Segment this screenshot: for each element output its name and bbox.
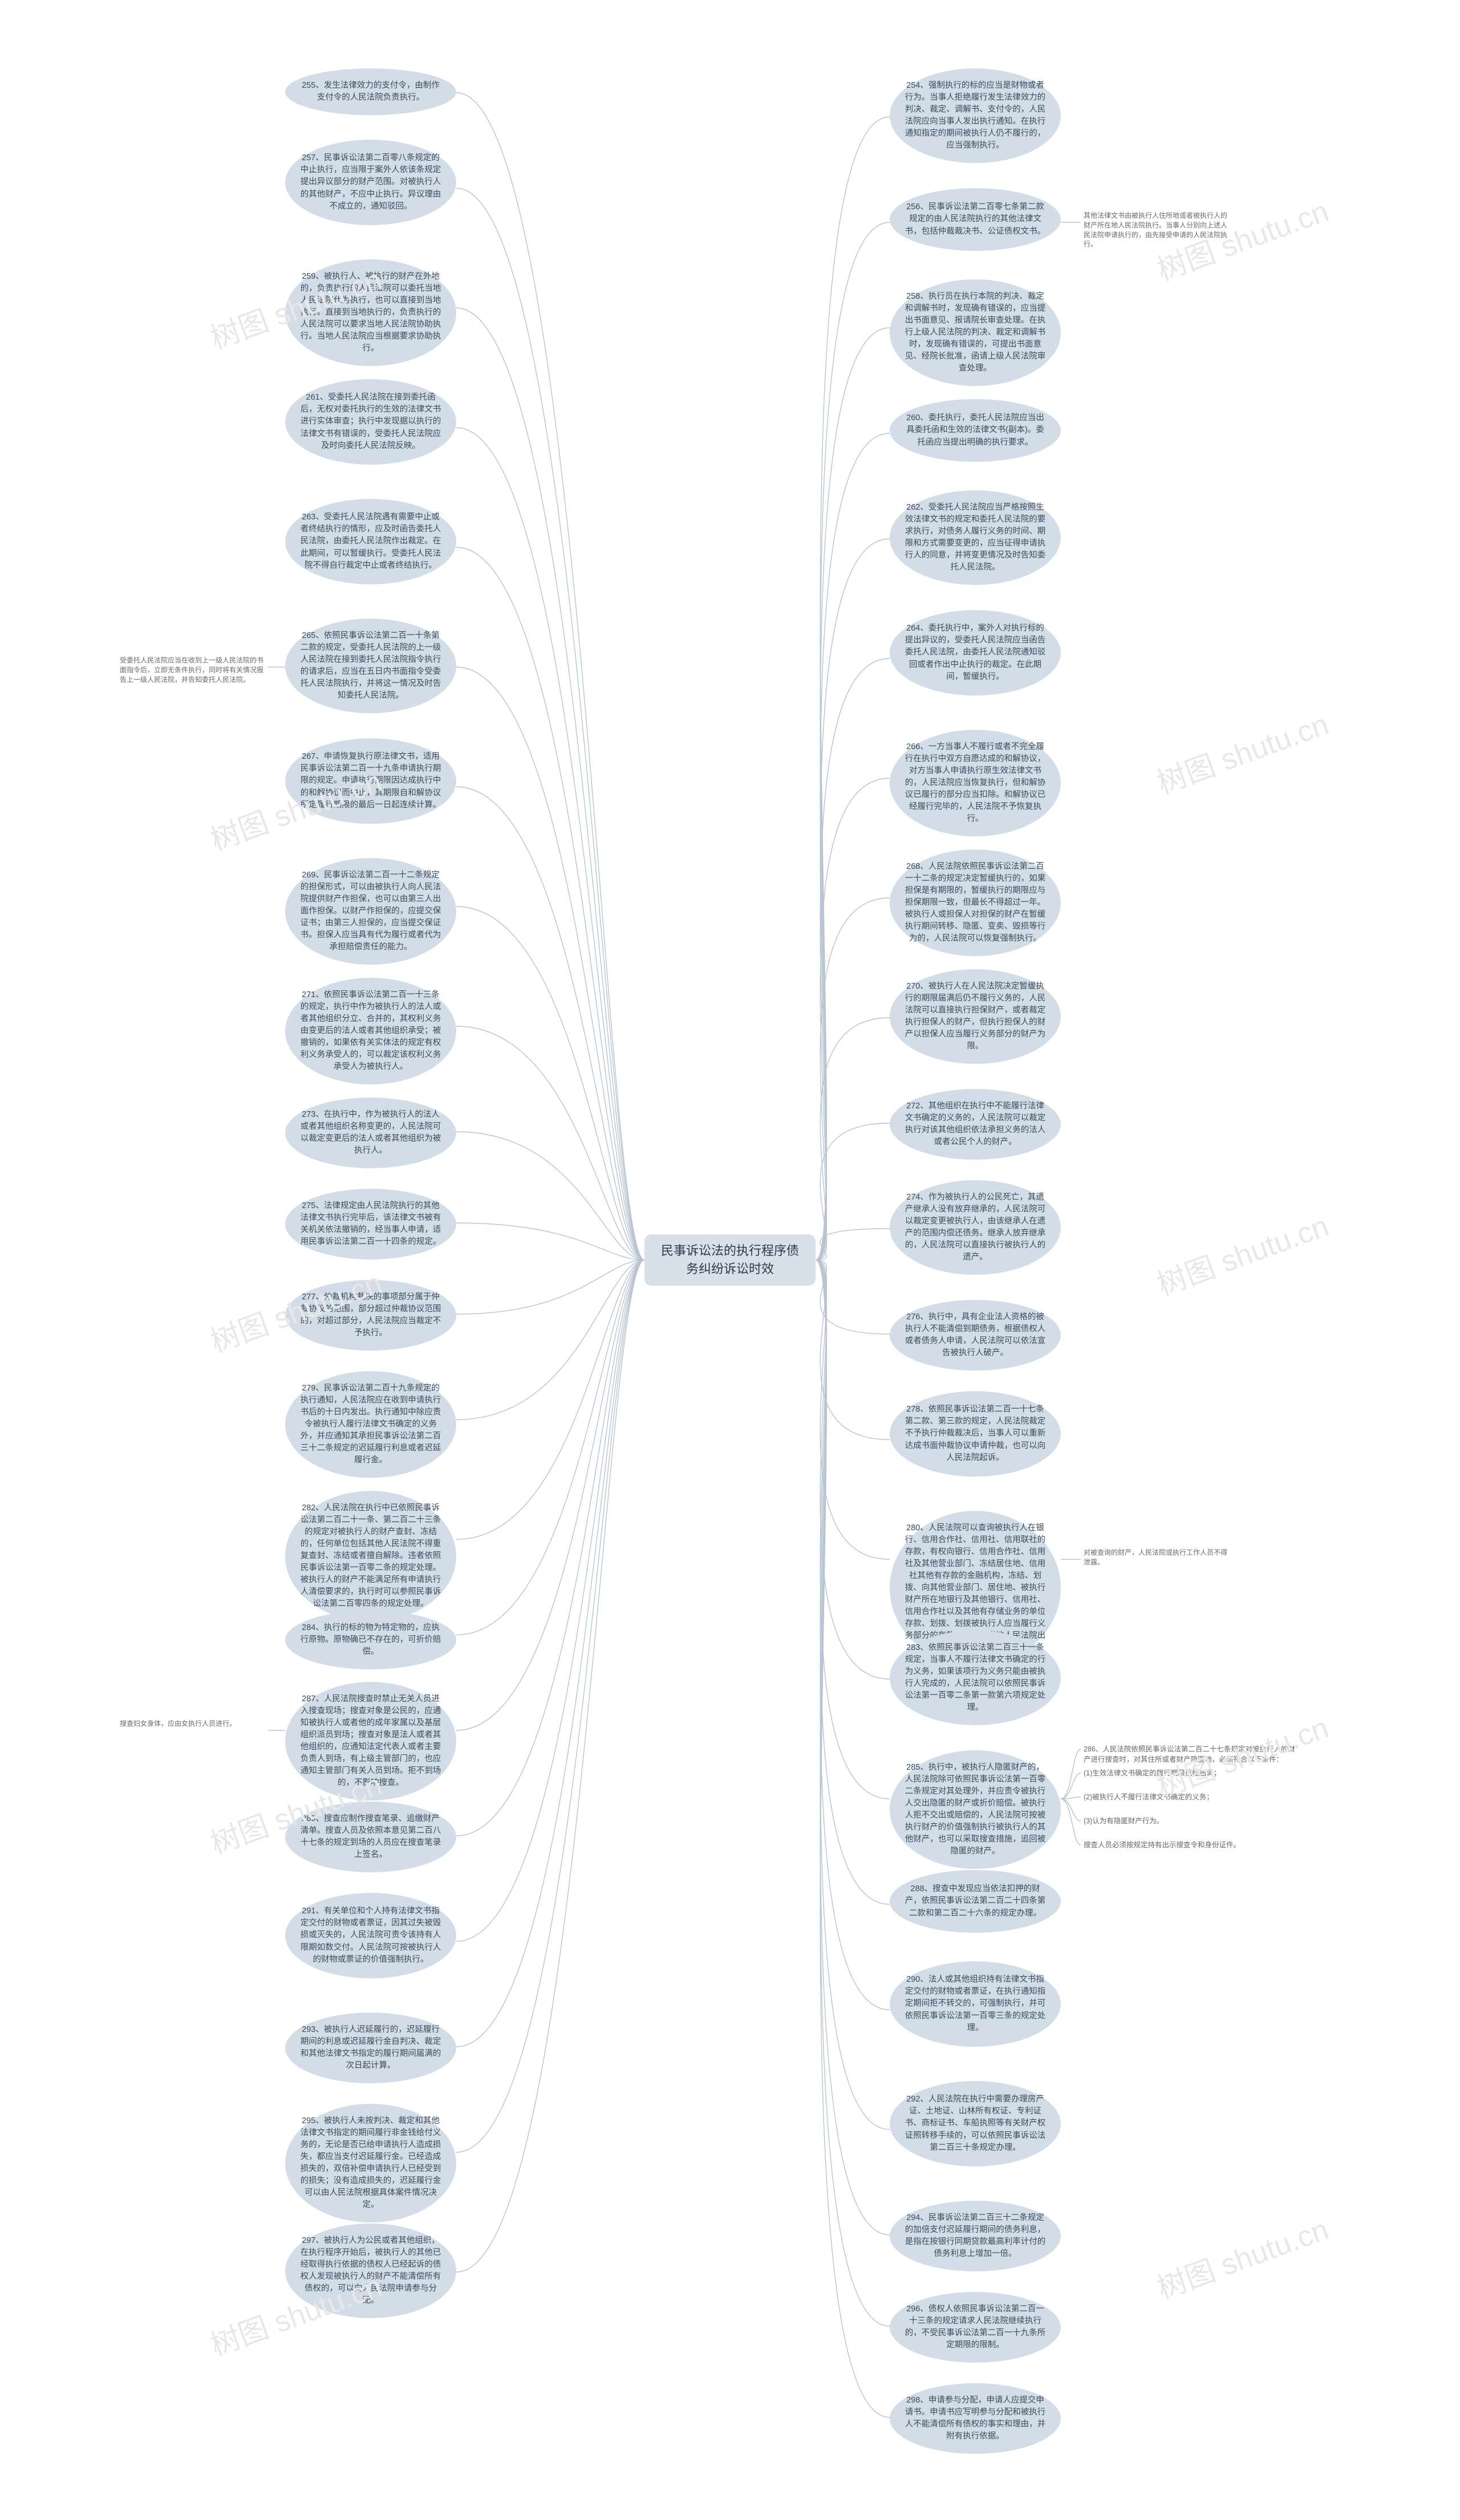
node-285: 285、执行中，被执行人隐匿财产的，人民法院除可依照民事诉讼法第一百零二条规定对… [890,1750,1061,1869]
node-296: 296、债权人依照民事诉讼法第二百一十三条的规定请求人民法院继续执行的，不受民事… [890,2292,1061,2363]
node-label: 272、其他组织在执行中不能履行法律文书确定的义务的，人民法院可以裁定执行对该其… [905,1100,1046,1148]
node-label: 276、执行中，具有企业法人资格的被执行人不能清偿到期债务，根据债权人或者债务人… [905,1311,1046,1359]
node-label: 256、民事诉讼法第二百零七条第二款规定的由人民法院执行的其他法律文书，包括仲裁… [905,201,1046,237]
node-label: 288、搜查中发现应当依法扣押的财产，依照民事诉讼法第二百二十四条第二款和第二百… [905,1883,1046,1919]
node-269: 269、民事诉讼法第二百一十二条规定的担保形式，可以由被执行人向人民法院提供财产… [285,858,456,965]
node-270: 270、被执行人在人民法院决定暂缓执行的期限届满后仍不履行义务的，人民法院可以直… [890,969,1061,1064]
node-284: 284、执行的标的物为特定物的，应执行原物。原物确已不存在的，可折价赔偿。 [285,1611,456,1669]
node-272: 272、其他组织在执行中不能履行法律文书确定的义务的，人民法院可以裁定执行对该其… [890,1089,1061,1160]
node-292: 292、人民法院在执行中需要办理房产证、土地证、山林所有权证、专利证书、商标证书… [890,2081,1061,2167]
node-275: 275、法律规定由人民法院执行的其他法律文书执行完毕后，该法律文书被有关机关依法… [285,1189,456,1259]
node-label: 282、人民法院在执行中已依照民事诉讼法第二百二十一条、第二百二十三条的规定对被… [300,1502,441,1610]
node-label: 261、受委托人民法院在接到委托函后，无权对委托执行的生效的法律文书进行实体审查… [300,392,441,452]
node-label: 292、人民法院在执行中需要办理房产证、土地证、山林所有权证、专利证书、商标证书… [905,2094,1046,2153]
node-label: 295、被执行人未按判决、裁定和其他法律文书指定的期间履行非金钱给付义务的，无论… [300,2115,441,2211]
node-287: 287、人民法院搜查时禁止无关人员进入搜查现场；搜查对象是公民的，应通知被执行人… [285,1682,456,1800]
center-node: 民事诉讼法的执行程序债务纠纷诉讼时效 [644,1234,816,1286]
node-258: 258、执行员在执行本院的判决、裁定和调解书时，发现确有错误的，应当提出书面意见… [890,279,1061,386]
node-label: 296、债权人依照民事诉讼法第二百一十三条的规定请求人民法院继续执行的，不受民事… [905,2303,1046,2351]
node-285-sub-0: 286、人民法院依照民事诉讼法第二百二十七条规定对被执行人的财产进行搜查时，对其… [1084,1745,1300,1765]
node-label: 270、被执行人在人民法院决定暂缓执行的期限届满后仍不履行义务的，人民法院可以直… [905,981,1046,1052]
node-291: 291、有关单位和个人持有法律文书指定交付的财物或者票证，因其过失被毁损或灭失的… [285,1893,456,1978]
node-label: 255、发生法律效力的支付令，由制作支付令的人民法院负责执行。 [300,80,441,104]
node-label: 298、申请参与分配，申请人应提交申请书。申请书应写明参与分配和被执行人不能清偿… [905,2395,1046,2442]
node-295: 295、被执行人未按判决、裁定和其他法律文书指定的期间履行非金钱给付义务的，无论… [285,2104,456,2222]
node-288: 288、搜查中发现应当依法扣押的财产，依照民事诉讼法第二百二十四条第二款和第二百… [890,1870,1061,1933]
node-280-note: 对被查询的财产，人民法院或执行工作人员不得泄露。 [1084,1548,1232,1567]
node-266: 266、一方当事人不履行或者不完全履行在执行中双方自愿达成的和解协议，对方当事人… [890,730,1061,836]
node-273: 273、在执行中，作为被执行人的法人或者其他组织名称变更的，人民法院可以裁定变更… [285,1098,456,1168]
node-label: 293、被执行人迟延履行的，迟延履行期间的利息或迟延履行金自判决、裁定和其他法律… [300,2024,441,2072]
node-label: 257、民事诉讼法第二百零八条规定的中止执行，应当限于案外人依该条规定提出异议部… [300,152,441,212]
node-label: 268、人民法院依照民事诉讼法第二百一十二条的规定决定暂缓执行的，如果担保是有期… [905,861,1046,945]
node-label: 277、仲裁机构裁决的事项部分属于仲裁协议的范围，部分超过仲裁协议范围的，对超过… [300,1291,441,1339]
node-293: 293、被执行人迟延履行的，迟延履行期间的利息或迟延履行金自判决、裁定和其他法律… [285,2013,456,2083]
node-label: 274、作为被执行人的公民死亡，其遗产继承人没有放弃继承的，人民法院可以裁定变更… [905,1192,1046,1263]
node-label: 279、民事诉讼法第二百十九条规定的执行通知，人民法院应在收到申请执行书后的十日… [300,1383,441,1466]
node-label: 267、申请恢复执行原法律文书，适用民事诉讼法第二百一十九条申请执行期限的规定。… [300,751,441,811]
node-label: 273、在执行中，作为被执行人的法人或者其他组织名称变更的，人民法院可以裁定变更… [300,1109,441,1157]
node-label: 258、执行员在执行本院的判决、裁定和调解书时，发现确有错误的，应当提出书面意见… [905,291,1046,375]
watermark: 树图 shutu.cn [1150,700,1334,802]
node-label: 289、搜查应制作搜查笔录、追缴财产清单。搜查人员及依照本意见第二百八十七条的规… [300,1813,441,1861]
node-276: 276、执行中，具有企业法人资格的被执行人不能清偿到期债务，根据债权人或者债务人… [890,1300,1061,1371]
node-254: 254、强制执行的标的应当是财物或者行为。当事人拒绝履行发生法律效力的判决、裁定… [890,68,1061,163]
node-297: 297、被执行人为公民或者其他组织，在执行程序开始后，被执行人的其他已经取得执行… [285,2224,456,2318]
node-267: 267、申请恢复执行原法律文书，适用民事诉讼法第二百一十九条申请执行期限的规定。… [285,738,456,824]
node-294: 294、民事诉讼法第二百三十二条规定的加倍支付迟延履行期间的债务利息，是指在按银… [890,2201,1061,2271]
node-274: 274、作为被执行人的公民死亡，其遗产继承人没有放弃继承的，人民法院可以裁定变更… [890,1180,1061,1275]
node-label: 263、受委托人民法院遇有需要中止或者终结执行的情形，应及时函告委托人民法院，由… [300,511,441,571]
node-label: 264、委托执行中，案外人对执行标的提出异议的，受委托人民法院应当函告委托人民法… [905,623,1046,682]
node-255: 255、发生法律效力的支付令，由制作支付令的人民法院负责执行。 [285,68,456,115]
node-label: 262、受委托人民法院应当严格按照生效法律文书的规定和委托人民法院的要求执行，对… [905,502,1046,574]
node-264: 264、委托执行中，案外人对执行标的提出异议的，受委托人民法院应当函告委托人民法… [890,610,1061,696]
node-label: 290、法人或其他组织持有法律文书指定交付的财物或者票证，在执行通知指定期间拒不… [905,1974,1046,2034]
node-label: 287、人民法院搜查时禁止无关人员进入搜查现场；搜查对象是公民的，应通知被执行人… [300,1693,441,1789]
node-260: 260、委托执行，委托人民法院应当出具委托函和生效的法律文书(副本)。委托函应当… [890,399,1061,462]
watermark: 树图 shutu.cn [1150,2205,1334,2307]
node-label: 285、执行中，被执行人隐匿财产的，人民法院除可依照民事诉讼法第一百零二条规定对… [905,1762,1046,1858]
node-label: 278、依照民事诉讼法第二百一十七条第二款、第三款的规定，人民法院裁定不予执行仲… [905,1404,1046,1464]
node-279: 279、民事诉讼法第二百十九条规定的执行通知，人民法院应在收到申请执行书后的十日… [285,1371,456,1478]
node-283: 283、依照民事诉讼法第二百三十一条规定，当事人不履行法律文书确定的行为义务，如… [890,1631,1061,1725]
node-label: 269、民事诉讼法第二百一十二条规定的担保形式，可以由被执行人向人民法院提供财产… [300,869,441,953]
node-257: 257、民事诉讼法第二百零八条规定的中止执行，应当限于案外人依该条规定提出异议部… [285,140,456,225]
node-265: 265、依照民事诉讼法第二百一十条第二款的规定，受委托人民法院的上一级人民法院在… [285,619,456,713]
node-259: 259、被执行人、被执行的财产在外地的，负责执行的人民法院可以委托当地人民法院代… [285,259,456,366]
node-label: 297、被执行人为公民或者其他组织，在执行程序开始后，被执行人的其他已经取得执行… [300,2235,441,2307]
node-289: 289、搜查应制作搜查笔录、追缴财产清单。搜查人员及依照本意见第二百八十七条的规… [285,1802,456,1872]
node-298: 298、申请参与分配，申请人应提交申请书。申请书应写明参与分配和被执行人不能清偿… [890,2383,1061,2454]
node-285-sub-2: (2)被执行人不履行法律文书确定的义务； [1084,1793,1214,1803]
node-290: 290、法人或其他组织持有法律文书指定交付的财物或者票证，在执行通知指定期间拒不… [890,1961,1061,2047]
node-label: 254、强制执行的标的应当是财物或者行为。当事人拒绝履行发生法律效力的判决、裁定… [905,80,1046,152]
node-label: 260、委托执行，委托人民法院应当出具委托函和生效的法律文书(副本)。委托函应当… [905,412,1046,448]
node-label: 275、法律规定由人民法院执行的其他法律文书执行完毕后，该法律文书被有关机关依法… [300,1200,441,1248]
center-label: 民事诉讼法的执行程序债务纠纷诉讼时效 [659,1242,801,1278]
node-278: 278、依照民事诉讼法第二百一十七条第二款、第三款的规定，人民法院裁定不予执行仲… [890,1391,1061,1477]
node-271: 271、依照民事诉讼法第二百一十三条的规定，执行中作为被执行人的法人或者其他组织… [285,978,456,1084]
node-label: 271、依照民事诉讼法第二百一十三条的规定，执行中作为被执行人的法人或者其他组织… [300,989,441,1073]
node-265-note: 受委托人民法院应当在收到上一级人民法院的书面指令后，立即无条件执行，同时将有关情… [120,656,268,684]
node-268: 268、人民法院依照民事诉讼法第二百一十二条的规定决定暂缓执行的，如果担保是有期… [890,850,1061,956]
node-label: 294、民事诉讼法第二百三十二条规定的加倍支付迟延履行期间的债务利息，是指在按银… [905,2212,1046,2260]
node-285-sub-4: 搜查人员必须按规定持有出示搜查令和身份证件。 [1084,1840,1240,1851]
node-256-note: 其他法律文书由被执行人住所地或者被执行人的财产所在地人民法院执行。当事人分别向上… [1084,211,1232,249]
node-285-sub-1: (1)生效法律文书确定的履行期限已经届满； [1084,1769,1220,1779]
node-261: 261、受委托人民法院在接到委托函后，无权对委托执行的生效的法律文书进行实体审查… [285,379,456,465]
node-282: 282、人民法院在执行中已依照民事诉讼法第二百二十一条、第二百二十三条的规定对被… [285,1491,456,1621]
node-263: 263、受委托人民法院遇有需要中止或者终结执行的情形，应及时函告委托人民法院，由… [285,499,456,584]
node-256: 256、民事诉讼法第二百零七条第二款规定的由人民法院执行的其他法律文书，包括仲裁… [890,188,1061,251]
node-label: 265、依照民事诉讼法第二百一十条第二款的规定，受委托人民法院的上一级人民法院在… [300,630,441,702]
node-262: 262、受委托人民法院应当严格按照生效法律文书的规定和委托人民法院的要求执行，对… [890,490,1061,585]
watermark: 树图 shutu.cn [1150,1202,1334,1303]
node-277: 277、仲裁机构裁决的事项部分属于仲裁协议的范围，部分超过仲裁协议范围的，对超过… [285,1280,456,1351]
node-label: 259、被执行人、被执行的财产在外地的，负责执行的人民法院可以委托当地人民法院代… [300,271,441,355]
node-label: 266、一方当事人不履行或者不完全履行在执行中双方自愿达成的和解协议，对方当事人… [905,741,1046,825]
node-287-note: 搜查妇女身体，应由女执行人员进行。 [120,1719,236,1729]
node-label: 284、执行的标的物为特定物的，应执行原物。原物确已不存在的，可折价赔偿。 [300,1622,441,1658]
node-285-sub-3: (3)认为有隐匿财产行为。 [1084,1816,1163,1827]
node-label: 291、有关单位和个人持有法律文书指定交付的财物或者票证，因其过失被毁损或灭失的… [300,1905,441,1965]
node-label: 283、依照民事诉讼法第二百三十一条规定，当事人不履行法律文书确定的行为义务，如… [905,1642,1046,1714]
